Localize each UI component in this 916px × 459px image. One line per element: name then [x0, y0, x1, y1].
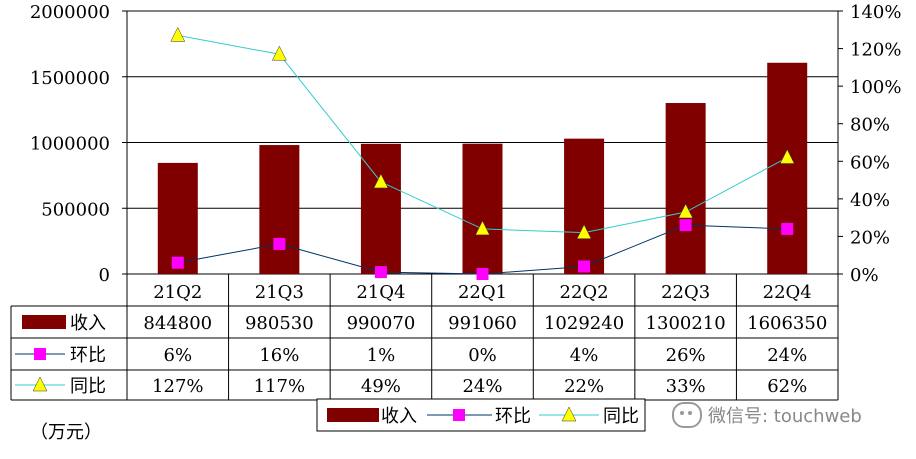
legend-marker-同比 — [561, 406, 577, 422]
watermark: 微信号: touchweb — [672, 402, 862, 428]
bar-21Q2 — [157, 162, 198, 274]
legend-label-同比: 同比 — [603, 406, 639, 427]
cell-收入-22Q4: 1606350 — [747, 313, 827, 334]
point-环比-22Q1 — [476, 268, 489, 280]
cell-环比-21Q3: 16% — [259, 345, 299, 366]
point-同比-22Q1 — [475, 220, 490, 236]
bar-22Q2 — [564, 138, 605, 274]
right-tick-label: 40% — [850, 190, 890, 211]
cell-环比-22Q2: 4% — [570, 345, 599, 366]
cell-收入-22Q1: 991060 — [448, 313, 517, 334]
point-同比-22Q3 — [678, 203, 694, 219]
point-同比-22Q2 — [576, 224, 592, 239]
x-tick-label: 21Q3 — [255, 282, 304, 303]
point-环比-22Q4 — [781, 222, 794, 235]
point-环比-22Q3 — [679, 219, 692, 232]
left-tick-label: 500000 — [41, 199, 110, 220]
legend-label-环比: 环比 — [495, 406, 531, 427]
cell-同比-21Q4: 49% — [361, 376, 401, 397]
right-tick-label: 140% — [850, 2, 901, 23]
row-key-marker-同比 — [32, 376, 48, 392]
right-tick-label: 80% — [850, 115, 890, 136]
cell-收入-21Q2: 844800 — [143, 313, 212, 334]
cell-收入-21Q4: 990070 — [347, 313, 416, 334]
cell-同比-22Q1: 24% — [462, 376, 502, 397]
right-tick-label: 20% — [850, 227, 890, 248]
right-tick-label: 100% — [850, 77, 901, 98]
watermark-text: 微信号: touchweb — [708, 406, 862, 427]
unit-label: （万元） — [30, 422, 102, 443]
x-tick-label: 22Q4 — [763, 282, 812, 303]
cell-同比-22Q2: 22% — [564, 376, 604, 397]
row-header-同比: 同比 — [70, 376, 106, 397]
cell-同比-21Q2: 127% — [152, 376, 203, 397]
x-tick-label: 21Q4 — [356, 282, 405, 303]
bar-21Q3 — [259, 145, 300, 274]
bar-22Q3 — [665, 103, 706, 274]
point-同比-21Q3 — [271, 45, 287, 61]
cell-环比-21Q2: 6% — [164, 345, 193, 366]
left-tick-label: 0 — [99, 265, 110, 286]
left-tick-label: 1500000 — [30, 68, 110, 89]
point-环比-21Q4 — [374, 266, 387, 279]
bar-22Q4 — [767, 62, 808, 274]
x-tick-label: 22Q2 — [560, 282, 609, 303]
row-key-marker-环比 — [34, 348, 46, 360]
cell-环比-22Q3: 26% — [666, 345, 706, 366]
cell-同比-21Q3: 117% — [254, 376, 305, 397]
row-header-收入: 收入 — [70, 313, 106, 334]
cell-同比-22Q3: 33% — [666, 376, 706, 397]
legend-label-收入: 收入 — [381, 406, 417, 427]
point-环比-22Q2 — [578, 260, 591, 273]
cell-同比-22Q4: 62% — [767, 376, 807, 397]
cell-收入-21Q3: 980530 — [245, 313, 314, 334]
legend-marker-环比 — [453, 409, 465, 421]
legend-key-收入 — [327, 408, 379, 422]
row-header-环比: 环比 — [70, 345, 106, 366]
cell-收入-22Q3: 1300210 — [646, 313, 726, 334]
x-tick-label: 22Q3 — [661, 282, 710, 303]
point-同比-22Q4 — [779, 148, 795, 164]
right-tick-label: 0% — [850, 265, 879, 286]
row-key-收入 — [22, 315, 66, 329]
x-tick-label: 21Q2 — [153, 282, 202, 303]
cell-环比-22Q4: 24% — [767, 345, 807, 366]
cell-环比-21Q4: 1% — [367, 345, 396, 366]
cell-收入-22Q2: 1029240 — [544, 313, 624, 334]
x-tick-label: 22Q1 — [458, 282, 507, 303]
wechat-icon — [672, 402, 702, 428]
right-tick-label: 120% — [850, 40, 901, 61]
bar-21Q4 — [360, 143, 401, 274]
cell-环比-22Q1: 0% — [468, 345, 497, 366]
left-tick-label: 1000000 — [30, 134, 110, 155]
left-tick-label: 2000000 — [30, 2, 110, 23]
point-同比-21Q4 — [373, 173, 389, 189]
right-tick-label: 60% — [850, 152, 890, 173]
point-同比-21Q2 — [170, 26, 186, 42]
point-环比-21Q3 — [273, 237, 286, 250]
bar-22Q1 — [462, 143, 503, 274]
point-环比-21Q2 — [171, 256, 184, 269]
